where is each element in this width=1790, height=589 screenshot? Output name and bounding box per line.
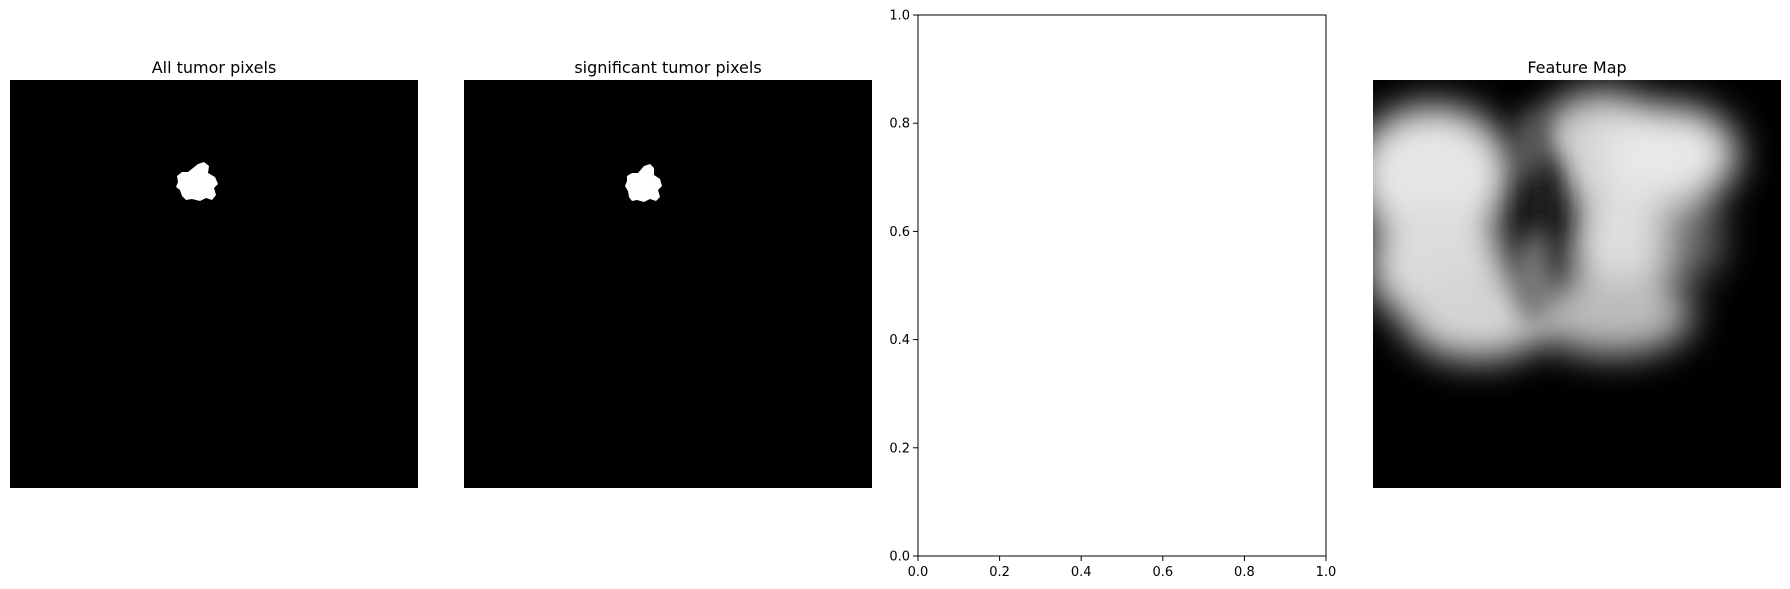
- y-tick-label: 1.0: [889, 9, 910, 24]
- y-tick-label: 0.0: [889, 550, 910, 565]
- y-tick-label: 0.4: [889, 333, 910, 348]
- tumor-mask-image: [10, 80, 418, 488]
- significant-mask-image: [464, 80, 872, 488]
- tumor-blob-shape: [176, 162, 218, 201]
- axes-frame: [917, 14, 1327, 557]
- x-tick-label: 0.6: [1152, 565, 1173, 580]
- feature-map-image: [1373, 80, 1781, 488]
- y-tick-label: 0.2: [889, 441, 910, 456]
- y-tick-label: 0.8: [889, 117, 910, 132]
- y-tick-label: 0.6: [889, 225, 910, 240]
- x-tick-label: 0.8: [1234, 565, 1255, 580]
- x-tick-label: 0.2: [989, 565, 1010, 580]
- panel-title-all-tumor-pixels: All tumor pixels: [151, 58, 277, 77]
- panel-title-significant-tumor-pixels: significant tumor pixels: [574, 58, 762, 77]
- panel-title-feature-map: Feature Map: [1527, 58, 1627, 77]
- x-tick-label: 0.0: [908, 565, 929, 580]
- x-tick-label: 0.4: [1071, 565, 1092, 580]
- significant-blob-shape: [625, 164, 662, 202]
- x-tick-label: 1.0: [1316, 565, 1337, 580]
